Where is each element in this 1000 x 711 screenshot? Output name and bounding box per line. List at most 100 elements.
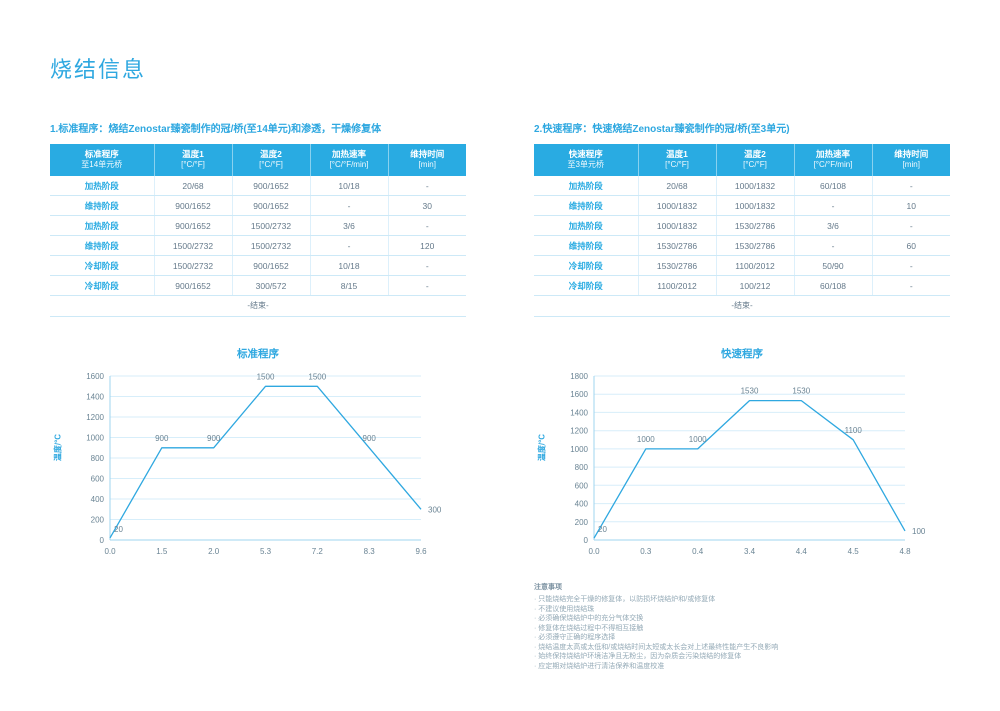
table-row: 维持阶段 1530/2786 1530/2786-60	[534, 235, 950, 256]
svg-text:2.0: 2.0	[208, 547, 220, 556]
value-cell: 50/90	[793, 255, 872, 276]
value-cell: 900/1652	[153, 215, 232, 236]
value-cell: 10	[871, 195, 950, 216]
value-cell: -	[793, 195, 872, 216]
svg-text:1000: 1000	[570, 445, 588, 454]
svg-text:1200: 1200	[86, 413, 104, 422]
table-footer-end: -结束-	[534, 296, 950, 317]
table-row: 加热阶段 900/1652 1500/2732 3/6-	[50, 215, 466, 236]
value-cell: -	[871, 275, 950, 296]
value-cell: 900/1652	[153, 195, 232, 216]
section-heading-speed: 2.快速程序：快速烧结Zenostar臻瓷制作的冠/桥(至3单元)	[534, 124, 790, 135]
svg-text:100: 100	[912, 527, 926, 536]
table-footer-end: -结束-	[50, 296, 466, 317]
svg-text:0: 0	[584, 536, 589, 545]
table-row: 冷却阶段 1100/2012 100/212 60/108-	[534, 275, 950, 296]
value-cell: -	[387, 275, 466, 296]
column-header-program: 快速程序 至3单元桥	[534, 144, 638, 176]
table-row: 加热阶段 1000/1832 1530/2786 3/6-	[534, 215, 950, 236]
table-row: 维持阶段 1000/1832 1000/1832-10	[534, 195, 950, 216]
svg-text:1400: 1400	[570, 408, 588, 417]
svg-text:4.5: 4.5	[848, 547, 860, 556]
note-item: 始终保持烧结炉环境洁净且无粉尘，因为杂质会污染烧结的修复体	[534, 652, 944, 662]
speed-program-column: 2.快速程序：快速烧结Zenostar臻瓷制作的冠/桥(至3单元) 快速程序 至3…	[534, 120, 950, 671]
svg-text:8.3: 8.3	[364, 547, 376, 556]
value-cell: 120	[387, 235, 466, 256]
svg-text:1000: 1000	[637, 435, 655, 444]
value-cell: 1500/2732	[153, 235, 232, 256]
column-header: 温度2 [°C/°F]	[231, 144, 310, 176]
value-cell: -	[871, 215, 950, 236]
svg-text:1100: 1100	[845, 426, 863, 435]
svg-text:1530: 1530	[792, 387, 810, 396]
value-cell: 20/68	[637, 176, 716, 196]
page-title: 烧结信息	[50, 57, 147, 82]
stage-cell: 冷却阶段	[534, 275, 638, 296]
value-cell: 10/18	[309, 255, 388, 276]
value-cell: 1000/1832	[715, 176, 794, 196]
value-cell: -	[871, 176, 950, 196]
svg-text:1200: 1200	[570, 427, 588, 436]
svg-text:1530: 1530	[741, 387, 759, 396]
column-header: 加热速率 [°C/°F/min]	[309, 144, 388, 176]
value-cell: 1530/2786	[715, 215, 794, 236]
svg-text:7.2: 7.2	[312, 547, 324, 556]
speed-program-chart: 快速程序 温度/°C 0 200 400 600 800 1000 1200 1400 1600…	[534, 346, 950, 568]
column-header: 温度1 [°C/°F]	[153, 144, 232, 176]
table-row: 维持阶段 1500/2732 1500/2732-120	[50, 235, 466, 256]
svg-text:1500: 1500	[308, 372, 326, 381]
svg-text:900: 900	[155, 434, 169, 443]
svg-text:1000: 1000	[689, 435, 707, 444]
svg-text:200: 200	[91, 516, 105, 525]
svg-text:200: 200	[575, 518, 589, 527]
table-row: 冷却阶段 900/1652 300/572 8/15-	[50, 275, 466, 296]
value-cell: 1500/2732	[231, 215, 310, 236]
note-item: 应定期对烧结炉进行清洁保养和温度校准	[534, 662, 944, 672]
stage-cell: 加热阶段	[50, 215, 154, 236]
value-cell: 1530/2786	[637, 235, 716, 256]
svg-text:4.8: 4.8	[899, 547, 911, 556]
svg-text:1600: 1600	[86, 372, 104, 381]
note-item: 必须遵守正确的程序选择	[534, 633, 944, 643]
value-cell: 1100/2012	[715, 255, 794, 276]
stage-cell: 维持阶段	[50, 235, 154, 256]
svg-text:900: 900	[207, 434, 221, 443]
table-row: 加热阶段 20/68 1000/1832 60/108-	[534, 176, 950, 196]
value-cell: 60	[871, 235, 950, 256]
svg-text:1500: 1500	[257, 372, 275, 381]
svg-text:0.0: 0.0	[588, 547, 600, 556]
value-cell: 300/572	[231, 275, 310, 296]
value-cell: 100/212	[715, 275, 794, 296]
value-cell: 1000/1832	[637, 195, 716, 216]
note-item: 烧结温度太高或太低和/或烧结时间太短或太长会对上述最终性能产生不良影响	[534, 643, 944, 653]
svg-text:800: 800	[575, 463, 589, 472]
svg-text:600: 600	[91, 475, 105, 484]
svg-text:400: 400	[575, 500, 589, 509]
stage-cell: 加热阶段	[534, 176, 638, 196]
value-cell: -	[387, 255, 466, 276]
svg-text:1.5: 1.5	[156, 547, 168, 556]
value-cell: -	[387, 215, 466, 236]
value-cell: -	[309, 195, 388, 216]
svg-text:3.4: 3.4	[744, 547, 756, 556]
svg-text:1000: 1000	[86, 434, 104, 443]
column-header-program: 标准程序 至14单元桥	[50, 144, 154, 176]
value-cell: 3/6	[309, 215, 388, 236]
value-cell: 60/108	[793, 176, 872, 196]
value-cell: 900/1652	[231, 195, 310, 216]
column-header: 维持时间 [min]	[387, 144, 466, 176]
stage-cell: 维持阶段	[50, 195, 154, 216]
svg-text:300: 300	[428, 505, 442, 514]
chart-title: 快速程序	[721, 348, 763, 360]
value-cell: 900/1652	[153, 275, 232, 296]
stage-cell: 冷却阶段	[50, 255, 154, 276]
value-cell: 8/15	[309, 275, 388, 296]
value-cell: 10/18	[309, 176, 388, 196]
note-item: 必须确保烧结炉中的充分气体交换	[534, 614, 944, 624]
value-cell: 900/1652	[231, 255, 310, 276]
stage-cell: 冷却阶段	[534, 255, 638, 276]
svg-text:20: 20	[598, 525, 607, 534]
value-cell: 1500/2732	[231, 235, 310, 256]
value-cell: 20/68	[153, 176, 232, 196]
